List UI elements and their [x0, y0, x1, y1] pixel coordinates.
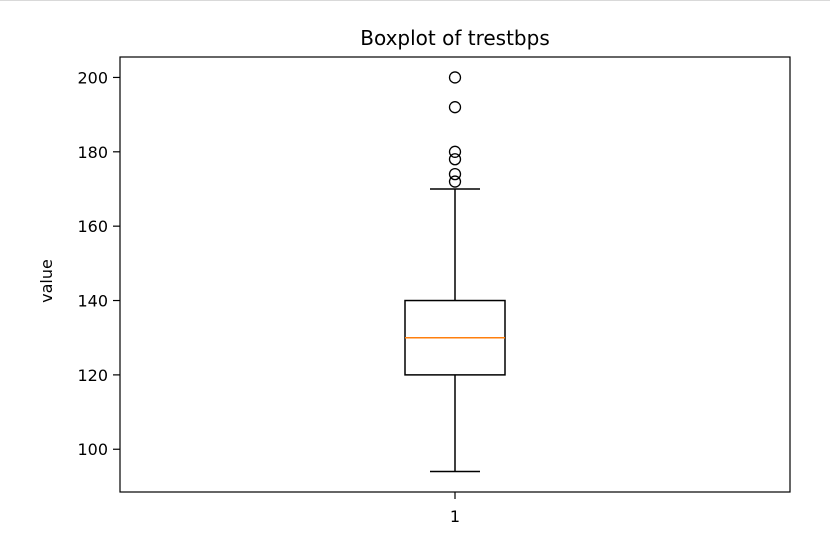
y-tick-label: 120: [77, 366, 108, 385]
outlier-point: [448, 71, 462, 84]
y-tick-label: 100: [77, 440, 108, 459]
chart-title: Boxplot of trestbps: [360, 26, 550, 50]
y-tick-label: 160: [77, 217, 108, 236]
y-axis-ticks: 100 120 140 160 180 200: [77, 68, 120, 459]
x-axis-ticks: 1: [450, 492, 460, 526]
plot-marks: [404, 71, 506, 473]
y-tick-label: 140: [77, 292, 108, 311]
x-tick-label: 1: [450, 507, 460, 526]
outlier-point: [448, 145, 462, 158]
outlier-point: [448, 153, 462, 166]
outlier-point: [448, 101, 462, 114]
y-axis-label: value: [37, 259, 56, 303]
top-divider: [0, 0, 830, 1]
outlier-point: [448, 167, 462, 181]
outlier-point: [448, 175, 462, 188]
y-tick-label: 180: [77, 143, 108, 162]
y-tick-label: 200: [77, 68, 108, 87]
axes-frame: [119, 56, 791, 493]
